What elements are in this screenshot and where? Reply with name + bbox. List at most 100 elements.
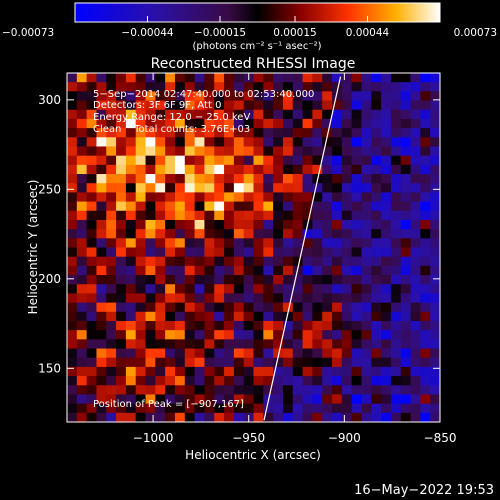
heatmap-cell — [194, 137, 206, 148]
heatmap-cell — [96, 275, 107, 285]
heatmap-cell — [194, 284, 206, 295]
heatmap-cell — [302, 155, 313, 166]
heatmap-cell — [381, 164, 392, 175]
heatmap-cell — [165, 412, 176, 422]
heatmap-cell — [86, 256, 98, 267]
heatmap-cell — [214, 201, 225, 212]
heatmap-cell — [184, 339, 196, 350]
heatmap-cell — [233, 357, 245, 368]
heatmap-cell — [116, 238, 127, 249]
heatmap-cell — [410, 201, 421, 212]
heatmap-cell — [194, 394, 206, 405]
heatmap-cell — [322, 320, 333, 331]
heatmap-cell — [135, 357, 147, 368]
heatmap-cell — [233, 109, 245, 120]
heatmap-cell — [224, 210, 235, 221]
heatmap-cell — [76, 91, 88, 102]
heatmap-cell — [214, 265, 225, 276]
heatmap-cell — [135, 192, 147, 203]
heatmap-cell — [145, 137, 156, 148]
solar-limb-line — [263, 76, 342, 421]
heatmap-cell — [155, 91, 166, 102]
heatmap-cell — [263, 357, 274, 368]
heatmap-cell — [322, 339, 333, 350]
y-axis-label: Heliocentric Y (arcsec) — [26, 180, 40, 315]
heatmap-cell — [400, 366, 412, 377]
heatmap-cell — [76, 201, 88, 212]
heatmap-cell — [233, 247, 245, 258]
heatmap-cell — [204, 357, 215, 368]
heatmap-cell — [67, 174, 78, 184]
heatmap-cell — [341, 339, 353, 350]
heatmap-cell — [125, 385, 137, 396]
heatmap-cell — [165, 164, 176, 175]
heatmap-cell — [282, 128, 294, 138]
heatmap-cell — [86, 155, 98, 166]
heatmap-cell — [184, 376, 196, 386]
heatmap-cell — [214, 348, 225, 359]
heatmap-cell — [145, 376, 156, 386]
heatmap-cell — [116, 164, 127, 175]
heatmap-cell — [322, 284, 333, 295]
heatmap-cell — [155, 385, 166, 396]
heatmap-cell — [125, 357, 137, 368]
heatmap-cell — [292, 265, 304, 276]
heatmap-cell — [371, 339, 382, 350]
heatmap-cell — [263, 91, 274, 102]
heatmap-cell — [224, 91, 235, 102]
heatmap-cell — [410, 137, 421, 148]
heatmap-cell — [361, 137, 372, 148]
heatmap-cell — [204, 210, 215, 221]
heatmap-cell — [243, 100, 255, 111]
heatmap-cell — [194, 128, 206, 138]
heatmap-cell — [86, 219, 98, 230]
heatmap-cell — [116, 155, 127, 166]
heatmap-cell — [76, 275, 88, 285]
heatmap-cell — [253, 109, 264, 120]
heatmap-cell — [273, 394, 284, 405]
heatmap-cell — [125, 192, 137, 203]
heatmap-cell — [96, 412, 107, 422]
heatmap-cell — [253, 137, 264, 148]
heatmap-cell — [86, 247, 98, 258]
heatmap-cell — [351, 339, 363, 350]
heatmap-cell — [204, 256, 215, 267]
heatmap-cell — [194, 330, 206, 340]
heatmap-cell — [341, 302, 353, 313]
heatmap-cell — [371, 183, 382, 193]
heatmap-cell — [86, 293, 98, 304]
heatmap-cell — [67, 385, 78, 396]
heatmap-cell — [224, 174, 235, 184]
heatmap-cell — [184, 164, 196, 175]
heatmap-cell — [322, 82, 333, 92]
heatmap-cell — [400, 275, 412, 285]
heatmap-cell — [165, 330, 176, 340]
heatmap-cell — [400, 210, 412, 221]
heatmap-cell — [351, 229, 363, 239]
heatmap-cell — [184, 137, 196, 148]
heatmap-cell — [155, 256, 166, 267]
heatmap-cell — [214, 376, 225, 386]
heatmap-cell — [381, 91, 392, 102]
heatmap-cell — [125, 330, 137, 340]
heatmap-cell — [341, 100, 353, 111]
heatmap-cell — [430, 219, 440, 230]
heatmap-cell — [341, 293, 353, 304]
heatmap-cell — [371, 174, 382, 184]
heatmap-cell — [312, 366, 323, 377]
heatmap-cell — [145, 284, 156, 295]
heatmap-cell — [67, 330, 78, 340]
heatmap-cell — [361, 348, 372, 359]
heatmap-cell — [106, 265, 117, 276]
heatmap-cell — [381, 275, 392, 285]
heatmap-cell — [106, 146, 117, 157]
heatmap-cell — [371, 192, 382, 203]
heatmap-cell — [390, 376, 402, 386]
heatmap-cell — [174, 128, 186, 138]
heatmap-cell — [76, 348, 88, 359]
heatmap-cell — [410, 403, 421, 414]
heatmap-cell — [361, 100, 372, 111]
heatmap-cell — [86, 109, 98, 120]
heatmap-cell — [322, 238, 333, 249]
heatmap-cell — [67, 247, 78, 258]
